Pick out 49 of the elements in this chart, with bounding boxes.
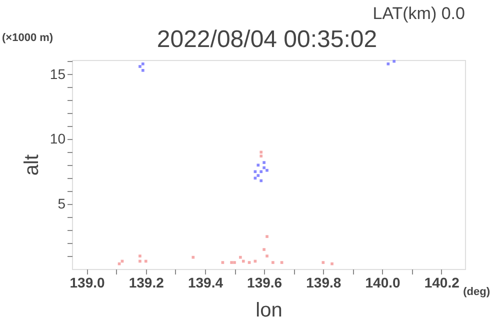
point <box>142 62 144 66</box>
text: LAT(km) 0.0 <box>372 4 465 23</box>
point <box>221 261 224 264</box>
point <box>142 68 144 72</box>
y-tick-label: 10 <box>50 130 66 147</box>
point <box>330 262 334 266</box>
point <box>144 260 148 263</box>
x-tick-label: 139.8 <box>306 274 342 290</box>
point <box>138 65 142 68</box>
point <box>266 168 268 172</box>
point <box>192 256 195 259</box>
text: (×1000 m) <box>2 32 54 44</box>
point <box>260 170 263 174</box>
point <box>256 164 260 167</box>
point <box>266 254 268 258</box>
y-tick-label: 5 <box>58 196 66 212</box>
chart-title: 2022/08/04 00:35:02 <box>156 26 378 53</box>
x-tick-label: 139.2 <box>128 274 164 290</box>
x-tick-label: 140.0 <box>365 274 400 290</box>
point <box>322 261 325 264</box>
point <box>248 261 251 264</box>
y-axis-title: alt <box>20 154 43 176</box>
point <box>260 179 263 182</box>
point <box>392 60 396 63</box>
point <box>260 150 263 154</box>
point <box>386 62 390 66</box>
point <box>242 260 245 263</box>
point <box>262 166 266 170</box>
x-axis-title: lon <box>256 300 282 322</box>
x-tick-label: 139.4 <box>188 274 224 290</box>
point <box>266 235 268 238</box>
point <box>262 161 266 164</box>
point <box>138 260 142 263</box>
point <box>280 261 284 264</box>
point <box>239 256 242 259</box>
point <box>254 170 257 174</box>
point <box>260 154 263 158</box>
point <box>230 261 233 264</box>
x-tick-label: 140.2 <box>424 274 460 290</box>
x-tick-label: 139.6 <box>247 274 282 290</box>
point <box>262 248 266 251</box>
x-tick-label: 139.0 <box>70 274 105 290</box>
point <box>233 261 236 264</box>
point <box>256 174 260 177</box>
y-tick-label: 15 <box>50 66 66 82</box>
point <box>138 254 142 258</box>
point <box>254 176 257 180</box>
point <box>272 261 274 264</box>
text: (deg) <box>463 286 490 298</box>
